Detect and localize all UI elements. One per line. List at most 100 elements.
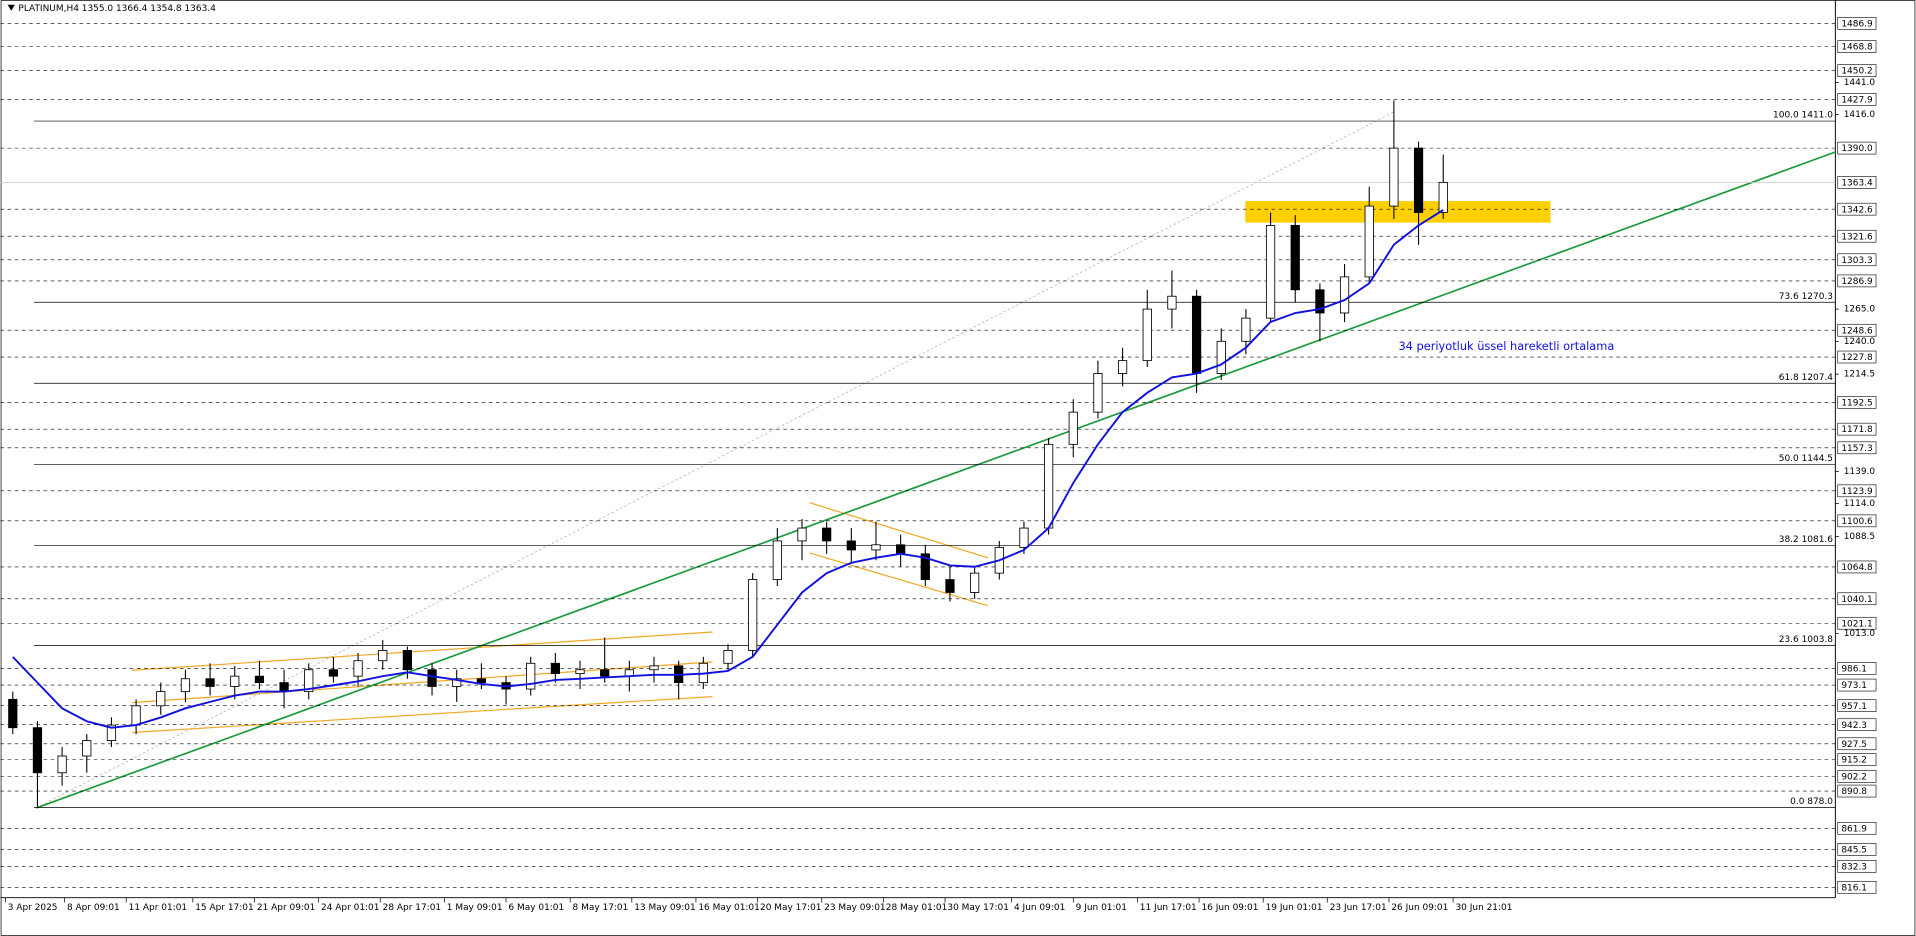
trend-line <box>36 151 1836 809</box>
level-label: 1390.0 <box>1841 144 1873 154</box>
level-box <box>1837 592 1877 606</box>
candle-body <box>304 669 314 693</box>
x-tick-label: 30 May 17:01 <box>947 903 1009 913</box>
x-tick-label: 3 Apr 2025 <box>8 903 58 913</box>
candle-body <box>230 675 240 687</box>
candle-body <box>32 727 43 774</box>
candle-body <box>649 665 659 671</box>
candle-body <box>1068 411 1078 445</box>
candle-body <box>920 553 930 580</box>
level-label: 1321.6 <box>1841 232 1873 242</box>
candle-body <box>1290 224 1300 291</box>
level-box <box>1837 737 1877 751</box>
level-label: 1248.6 <box>1841 326 1873 336</box>
x-tick-label: 16 May 01:01 <box>698 903 760 913</box>
level-label: 1450.2 <box>1841 67 1872 77</box>
level-label: 1468.8 <box>1841 43 1873 53</box>
candle-body <box>279 682 289 693</box>
y-tick-label: 1416.0 <box>1844 110 1876 120</box>
x-tick-label: 30 Jun 21:01 <box>1455 903 1512 913</box>
level-box <box>1837 202 1877 216</box>
level-label: 942.3 <box>1841 721 1867 731</box>
candle-body <box>476 678 486 684</box>
level-box <box>1837 323 1877 337</box>
level-box <box>1837 484 1877 498</box>
candle-body <box>378 649 388 662</box>
channel-line <box>132 631 713 671</box>
x-tick-label: 28 May 01:01 <box>886 903 948 913</box>
candle-body <box>1389 147 1399 207</box>
candle-body <box>156 691 166 707</box>
level-label: 1123.9 <box>1841 487 1873 497</box>
x-tick-label: 26 Jun 09:01 <box>1391 903 1448 913</box>
level-label: 1427.9 <box>1841 95 1873 105</box>
ema-annotation: 34 periyotluk üssel hareketli ortalama <box>1398 339 1614 353</box>
zone <box>1245 201 1551 223</box>
fib-label: 38.2 1081.6 <box>1779 535 1833 545</box>
level-label: 902.2 <box>1841 772 1867 782</box>
level-label: 1192.5 <box>1841 399 1872 409</box>
x-tick-label: 11 Jun 17:01 <box>1140 903 1197 913</box>
fib-label: 23.6 1003.8 <box>1779 635 1833 645</box>
level-box <box>1837 843 1877 856</box>
level-label: 915.2 <box>1841 756 1867 766</box>
level-box <box>1837 753 1877 766</box>
candle-body <box>871 544 881 551</box>
fib-label: 100.0 1411.0 <box>1773 111 1833 121</box>
candle-body <box>748 579 758 651</box>
candle-body <box>896 544 906 555</box>
candle-body <box>82 740 92 757</box>
drawings <box>0 23 1836 888</box>
candle-body <box>328 669 339 677</box>
y-tick-label: 1088.5 <box>1844 532 1875 542</box>
y-tick-label: 1013.0 <box>1844 629 1876 639</box>
level-label: 1303.3 <box>1841 256 1872 266</box>
y-tick-label: 1441.0 <box>1844 78 1876 88</box>
x-tick-label: 20 May 17:01 <box>760 903 822 913</box>
candle-body <box>575 669 585 675</box>
x-tick-label: 6 May 01:01 <box>508 903 564 913</box>
candle-body <box>1438 181 1448 213</box>
level-box <box>1837 93 1877 106</box>
x-tick-label: 1 May 09:01 <box>447 903 503 913</box>
candle-body <box>1044 443 1054 529</box>
x-tick-label: 16 Jun 09:01 <box>1201 903 1258 913</box>
candle-body <box>353 660 363 677</box>
candle-body <box>180 678 191 693</box>
level-box <box>1837 616 1877 630</box>
candle-body <box>57 755 67 774</box>
level-label: 1157.3 <box>1841 444 1872 454</box>
level-label: 816.1 <box>1841 883 1867 893</box>
candle-body <box>526 662 536 690</box>
candle-body <box>1117 360 1128 374</box>
level-box <box>1837 229 1877 243</box>
level-label: 1040.1 <box>1841 595 1872 605</box>
level-label: 1227.8 <box>1841 353 1873 363</box>
y-tick-label: 1240.0 <box>1844 337 1876 347</box>
level-box <box>1837 514 1877 528</box>
y-tick-label: 1265.0 <box>1844 305 1876 315</box>
y-tick-label: 1139.0 <box>1844 467 1876 477</box>
candle-body <box>8 698 18 729</box>
x-tick-label: 8 May 17:01 <box>573 903 629 913</box>
level-label: 1486.9 <box>1841 19 1873 29</box>
channel-line <box>809 502 989 559</box>
candle-body <box>1241 317 1251 342</box>
level-box <box>1837 64 1877 77</box>
level-box <box>1837 718 1877 732</box>
level-label: 973.1 <box>1841 681 1867 691</box>
level-label: 861.9 <box>1841 824 1867 834</box>
candle-body <box>106 724 117 741</box>
candle-body <box>402 649 412 671</box>
last-price-box <box>1837 176 1877 189</box>
level-box <box>1837 422 1877 436</box>
menu-icon <box>7 4 15 11</box>
candle-body <box>427 669 437 687</box>
candle-body <box>452 678 462 687</box>
candle-body <box>797 527 807 542</box>
candle-body <box>822 527 832 542</box>
candle-body <box>1315 289 1325 314</box>
level-box <box>1837 662 1877 675</box>
